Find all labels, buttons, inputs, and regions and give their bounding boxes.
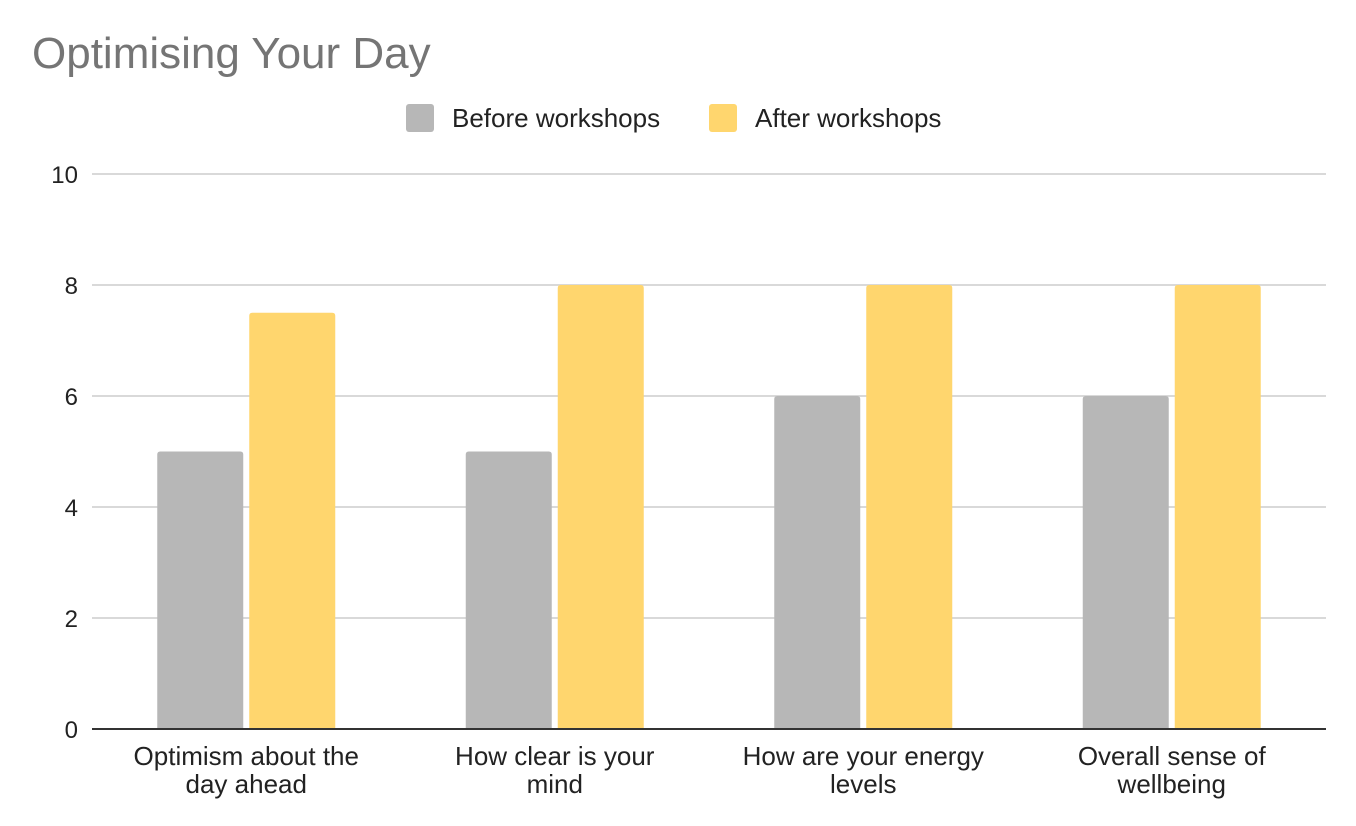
bars xyxy=(157,285,1261,729)
bar-before-2 xyxy=(774,396,861,729)
bar-after-1 xyxy=(557,285,644,729)
y-tick-label-6: 6 xyxy=(65,384,78,411)
bar-after-3 xyxy=(1174,285,1261,729)
y-tick-label-0: 0 xyxy=(65,717,78,744)
x-category-label-1-line-1: mind xyxy=(527,769,583,799)
bar-after-2 xyxy=(866,285,953,729)
legend-label-0: Before workshops xyxy=(452,103,660,133)
x-category-label-2-line-0: How are your energy xyxy=(743,741,984,771)
legend-swatch-1 xyxy=(709,104,737,132)
bar-before-0 xyxy=(157,451,244,729)
y-tick-label-2: 2 xyxy=(65,606,78,633)
y-tick-label-10: 10 xyxy=(51,162,78,189)
legend-swatch-0 xyxy=(406,104,434,132)
legend-label-1: After workshops xyxy=(755,103,941,133)
bar-before-1 xyxy=(465,451,552,729)
x-category-label-0-line-1: day ahead xyxy=(186,769,307,799)
y-axis-ticks: 0 2 4 6 8 10 xyxy=(51,162,78,744)
x-category-label-1-line-0: How clear is your xyxy=(455,741,655,771)
x-category-label-3-line-1: wellbeing xyxy=(1117,769,1226,799)
bar-after-0 xyxy=(249,312,336,729)
x-category-label-0-line-0: Optimism about the xyxy=(134,741,359,771)
bar-before-3 xyxy=(1082,396,1169,729)
y-tick-label-4: 4 xyxy=(65,495,78,522)
y-tick-label-8: 8 xyxy=(65,273,78,300)
x-category-label-2-line-1: levels xyxy=(830,769,896,799)
chart-title: Optimising Your Day xyxy=(32,29,431,78)
legend: Before workshops After workshops xyxy=(406,103,941,133)
x-category-label-3-line-0: Overall sense of xyxy=(1078,741,1267,771)
